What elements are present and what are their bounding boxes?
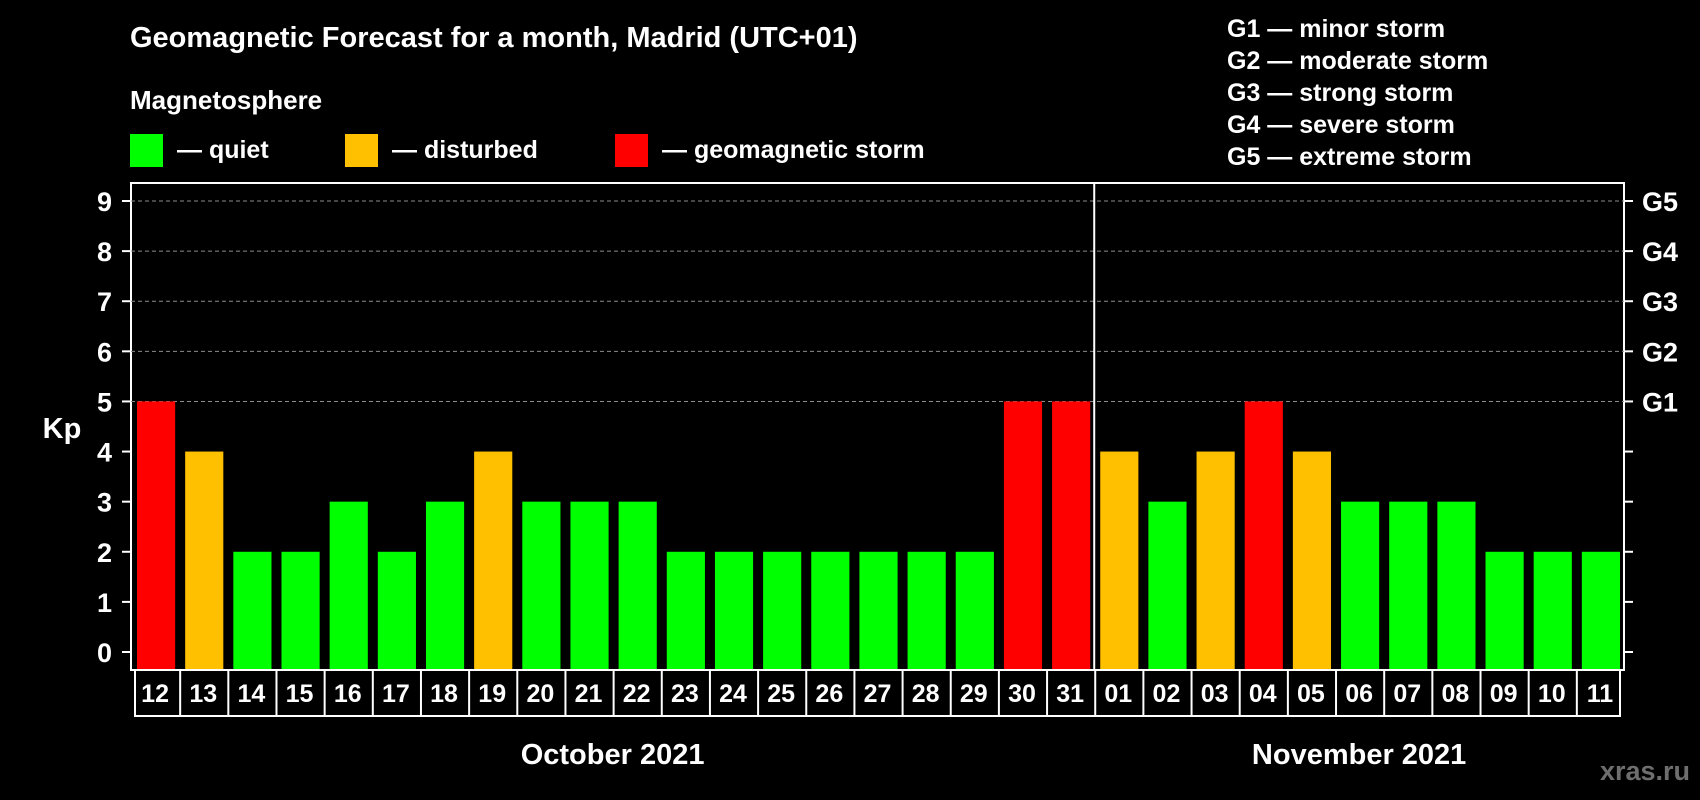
bar xyxy=(185,451,224,669)
x-tick-label: 15 xyxy=(286,680,314,708)
x-tick-label: 01 xyxy=(1104,680,1132,708)
x-tick-label: 08 xyxy=(1442,680,1470,708)
chart-title: Geomagnetic Forecast for a month, Madrid… xyxy=(130,22,858,54)
bar xyxy=(811,551,850,669)
legend-swatch xyxy=(345,134,378,167)
y-tick-label: 2 xyxy=(97,538,112,568)
x-tick-label: 16 xyxy=(334,680,362,708)
bar xyxy=(425,501,465,669)
bar xyxy=(570,501,609,669)
bar xyxy=(955,551,994,669)
right-axis-label: G2 xyxy=(1642,337,1678,367)
month-label: October 2021 xyxy=(521,739,705,771)
x-tick-label: 17 xyxy=(382,680,410,708)
bar xyxy=(329,501,368,669)
x-tick-label: 22 xyxy=(623,680,651,708)
day-label-frame xyxy=(134,669,1621,717)
x-tick-label: 18 xyxy=(430,680,458,708)
bar xyxy=(1581,551,1620,669)
bar xyxy=(1437,501,1476,669)
y-tick-label: 5 xyxy=(97,387,112,417)
x-tick-label: 11 xyxy=(1587,680,1614,708)
y-tick-label: 8 xyxy=(97,237,112,267)
x-tick-label: 06 xyxy=(1345,680,1373,708)
bar xyxy=(763,551,802,669)
x-tick-label: 29 xyxy=(960,680,988,708)
bar xyxy=(137,401,176,669)
x-tick-label: 31 xyxy=(1056,680,1084,708)
bar xyxy=(377,551,416,669)
x-tick-label: 21 xyxy=(575,680,603,708)
x-tick-label: 10 xyxy=(1538,680,1566,708)
bar xyxy=(1100,451,1139,669)
x-tick-label: 25 xyxy=(767,680,795,708)
x-tick-label: 12 xyxy=(141,680,169,708)
storm-scale-item: G3 — strong storm xyxy=(1227,79,1453,107)
x-tick-label: 19 xyxy=(478,680,506,708)
x-tick-label: 27 xyxy=(864,680,892,708)
x-tick-label: 30 xyxy=(1008,680,1036,708)
bar xyxy=(1148,501,1187,669)
bar xyxy=(1533,551,1572,669)
watermark: xras.ru xyxy=(1600,756,1690,786)
y-tick-label: 4 xyxy=(97,438,112,468)
y-tick-label: 3 xyxy=(97,488,112,518)
storm-scale-item: G2 — moderate storm xyxy=(1227,47,1488,75)
storm-scale-item: G4 — severe storm xyxy=(1227,111,1455,139)
storm-scale-item: G1 — minor storm xyxy=(1227,15,1445,43)
bar xyxy=(233,551,272,669)
x-tick-label: 24 xyxy=(719,680,747,708)
y-tick-label: 9 xyxy=(97,187,112,217)
x-tick-label: 09 xyxy=(1490,680,1518,708)
legend-label: — quiet xyxy=(177,136,269,164)
bar xyxy=(522,501,561,669)
x-tick-label: 14 xyxy=(237,680,265,708)
right-axis-label: G4 xyxy=(1642,237,1678,267)
bar xyxy=(618,501,657,669)
x-tick-label: 23 xyxy=(671,680,699,708)
month-label: November 2021 xyxy=(1252,739,1466,771)
right-axis-label: G3 xyxy=(1642,287,1678,317)
legend-swatch xyxy=(130,134,163,167)
legend: — quiet — disturbed — geomagnetic storm xyxy=(130,134,925,167)
bar xyxy=(666,551,705,669)
bar xyxy=(1341,501,1380,669)
storm-scale-legend: G1 — minor storm G2 — moderate storm G3 — … xyxy=(1227,15,1488,171)
right-axis-label: G1 xyxy=(1642,387,1678,417)
right-axis-label: G5 xyxy=(1642,187,1678,217)
x-tick-label: 20 xyxy=(526,680,554,708)
bar xyxy=(907,551,946,669)
legend-swatch xyxy=(615,134,648,167)
bar xyxy=(1292,451,1332,669)
x-tick-label: 26 xyxy=(815,680,843,708)
y-tick-label: 7 xyxy=(97,287,112,317)
x-tick-label: 13 xyxy=(189,680,217,708)
bar xyxy=(1196,451,1235,669)
x-tick-label: 07 xyxy=(1393,680,1421,708)
bar xyxy=(1003,401,1043,669)
storm-scale-item: G5 — extreme storm xyxy=(1227,143,1472,171)
bar xyxy=(714,551,754,669)
x-tick-label: 04 xyxy=(1249,680,1277,708)
bar xyxy=(1389,501,1428,669)
y-tick-label: 0 xyxy=(97,638,112,668)
bar xyxy=(859,551,898,669)
chart-subtitle: Magnetosphere xyxy=(130,85,322,115)
bar xyxy=(1244,401,1283,669)
y-tick-label: 6 xyxy=(97,337,112,367)
bar xyxy=(474,451,513,669)
legend-label: — geomagnetic storm xyxy=(662,136,925,164)
x-tick-label: 28 xyxy=(912,680,940,708)
bar xyxy=(1485,551,1524,669)
y-axis-label: Kp xyxy=(43,413,82,445)
y-tick-label: 1 xyxy=(97,588,112,618)
x-tick-label: 05 xyxy=(1297,680,1325,708)
bar xyxy=(1052,401,1091,669)
bar xyxy=(281,551,320,669)
x-tick-label: 03 xyxy=(1201,680,1229,708)
x-tick-label: 02 xyxy=(1153,680,1181,708)
legend-label: — disturbed xyxy=(392,136,538,164)
